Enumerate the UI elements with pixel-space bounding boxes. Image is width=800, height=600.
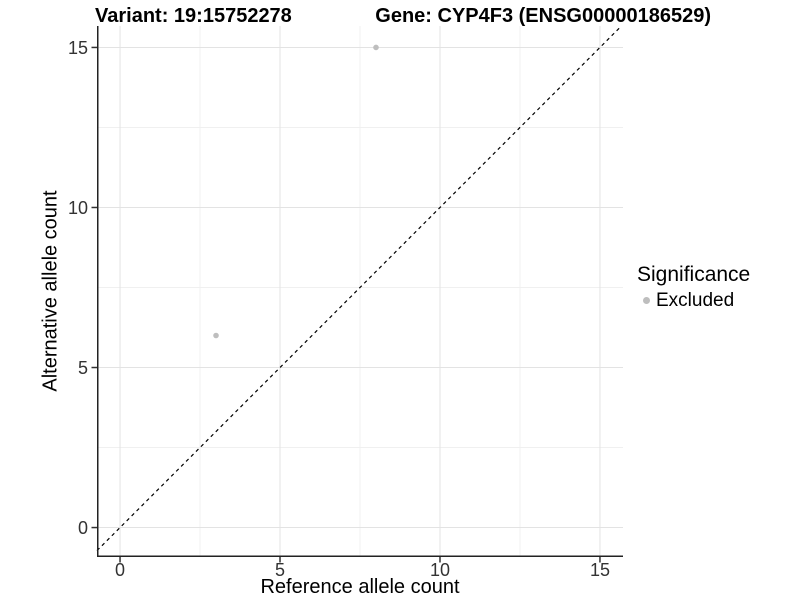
x-tick-label: 0 bbox=[115, 560, 125, 580]
identity-line bbox=[96, 25, 622, 552]
legend-title: Significance bbox=[637, 263, 751, 286]
x-tick-label: 5 bbox=[275, 560, 285, 580]
legend: Significance Excluded bbox=[637, 262, 750, 312]
x-axis-label: Reference allele count bbox=[260, 576, 460, 598]
y-tick-label: 0 bbox=[78, 518, 88, 538]
x-tick-label: 10 bbox=[430, 560, 450, 580]
plot-title: Variant: 19:15752278 Gene: CYP4F3 (ENSG0… bbox=[95, 3, 711, 29]
y-axis-label: Alternative allele count bbox=[39, 190, 62, 392]
data-point bbox=[373, 44, 379, 51]
legend-item-label: Excluded bbox=[656, 290, 735, 311]
data-point bbox=[213, 332, 219, 339]
y-tick-label: 5 bbox=[78, 358, 88, 378]
y-tick-label: 10 bbox=[68, 198, 88, 218]
x-tick-label: 15 bbox=[590, 560, 610, 580]
y-tick-label: 15 bbox=[68, 38, 88, 58]
plot-panel: 0 5 10 15 0 5 10 15 bbox=[68, 25, 623, 580]
legend-point-swatch bbox=[643, 297, 650, 304]
variant-title: Variant: 19:15752278 bbox=[95, 5, 292, 27]
gene-title: Gene: CYP4F3 (ENSG00000186529) bbox=[375, 5, 711, 27]
legend-item-excluded: Excluded bbox=[637, 289, 750, 312]
